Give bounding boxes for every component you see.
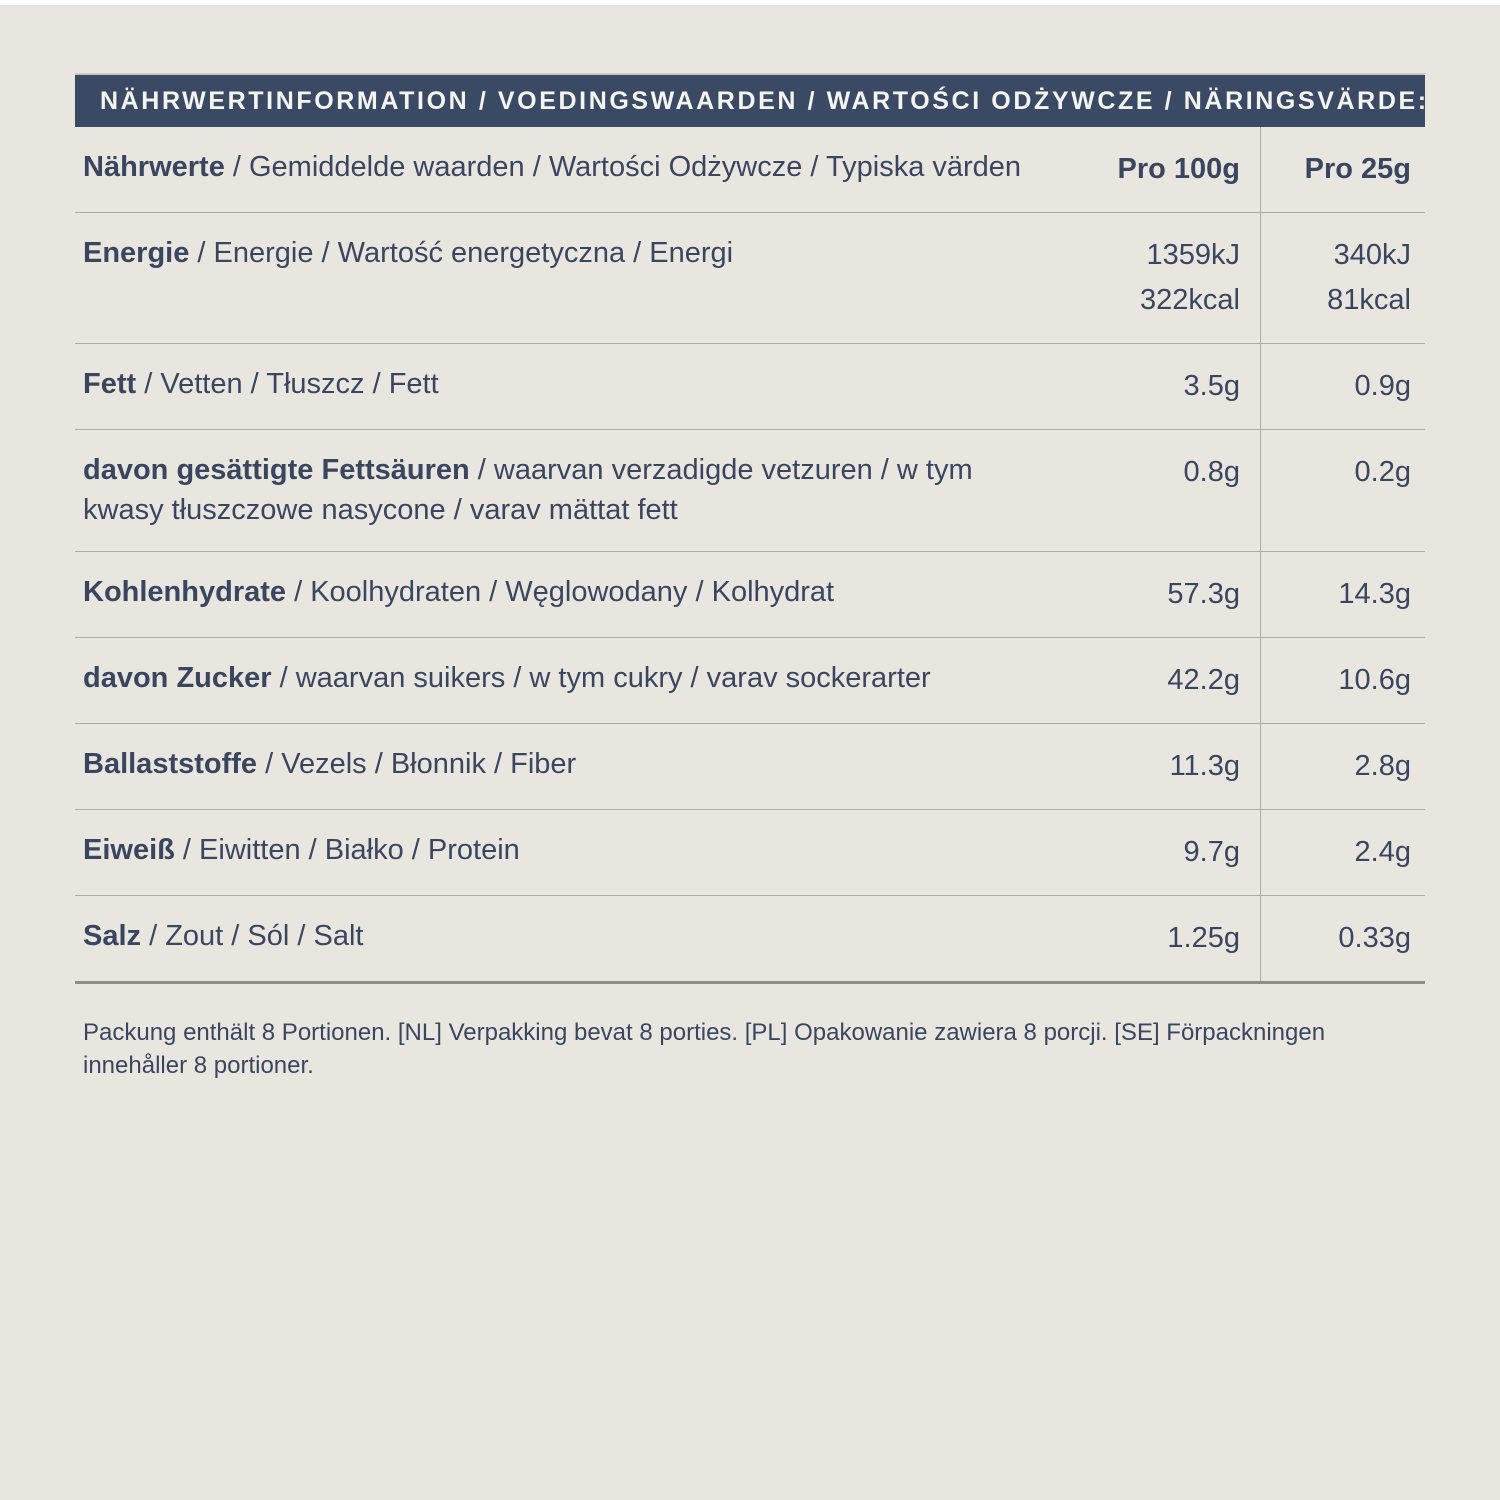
value-per-25g: 10.6g (1260, 637, 1425, 723)
nutrient-row-energie: Energie / Energie / Wartość energetyczna… (75, 212, 1425, 344)
nutrient-label: Kohlenhydrate / Koolhydraten / Węglowoda… (75, 552, 1068, 637)
nutrient-term: Ballaststoffe (83, 747, 258, 780)
value-per-100g: 11.3g (1169, 749, 1240, 782)
nutrient-row-ballaststoffe: Ballaststoffe / Vezels / Błonnik / Fiber… (75, 723, 1425, 810)
value-kcal: 322kcal (1140, 283, 1240, 316)
nutrient-row-zucker: davon Zucker / waarvan suikers / w tym c… (75, 637, 1425, 724)
nutrition-title-bar: NÄHRWERTINFORMATION / VOEDINGSWAARDEN / … (75, 73, 1426, 127)
column-header-per-25g: Pro 25g (1260, 127, 1425, 212)
nutrient-translations: / Eiwitten / Białko / Protein (174, 833, 520, 866)
nutrient-translations: / waarvan verzadigde vetzuren / w tym kw… (83, 453, 973, 527)
nutrient-label: Energie / Energie / Wartość energetyczna… (75, 213, 1068, 343)
nutrient-translations: / Energie / Wartość energetyczna / Energ… (189, 236, 734, 269)
value-per-25g: 14.3g (1260, 551, 1425, 637)
nutrient-translations: / Vezels / Błonnik / Fiber (257, 747, 577, 780)
nutrient-term: Fett (83, 367, 137, 400)
nutrition-table: Nährwerte / Gemiddelde waarden / Wartośc… (75, 127, 1425, 984)
nutrient-row-salz: Salz / Zout / Sól / Salt 1.25g 0.33g (75, 895, 1425, 984)
nutrient-row-kohlenhydrate: Kohlenhydrate / Koolhydraten / Węglowoda… (75, 551, 1425, 638)
nutrient-label: Salz / Zout / Sól / Salt (75, 896, 1068, 981)
nutrient-row-fett: Fett / Vetten / Tłuszcz / Fett 3.5g 0.9g (75, 343, 1425, 430)
nutrient-term: Salz (83, 919, 142, 952)
nutrient-term: Eiweiß (83, 833, 175, 866)
nutrition-panel: NÄHRWERTINFORMATION / VOEDINGSWAARDEN / … (75, 73, 1426, 984)
nutrient-row-eiweiss: Eiweiß / Eiwitten / Białko / Protein 9.7… (75, 809, 1425, 896)
value-per-25g: 0.2g (1260, 429, 1425, 551)
value-per-25g: 0.9g (1260, 343, 1425, 429)
value-per-100g: 3.5g (1183, 369, 1240, 402)
nutrient-label: Nährwerte / Gemiddelde waarden / Wartośc… (75, 127, 1068, 212)
value-per-25g: 340kJ 81kcal (1260, 212, 1425, 343)
nutrient-translations: / Koolhydraten / Węglowodany / Kolhydrat (286, 575, 835, 608)
value-per-100g: 0.8g (1183, 455, 1240, 488)
nutrient-term: Nährwerte (83, 151, 225, 183)
value-per-100g: 9.7g (1183, 835, 1240, 868)
nutrient-term: Energie (83, 236, 190, 269)
nutrient-term: davon gesättigte Fettsäuren (83, 453, 470, 486)
nutrient-row-gesaettigte-fettsaeuren: davon gesättigte Fettsäuren / waarvan ve… (75, 429, 1425, 552)
servings-note: Packung enthält 8 Portionen. [NL] Verpak… (83, 1018, 1326, 1080)
nutrient-label: davon gesättigte Fettsäuren / waarvan ve… (75, 430, 1068, 551)
top-white-strip (0, 0, 1500, 5)
value-per-25g: 0.33g (1260, 895, 1425, 981)
nutrient-translations: / waarvan suikers / w tym cukry / varav … (271, 661, 931, 694)
nutrient-label: Eiweiß / Eiwitten / Białko / Protein (75, 810, 1068, 895)
nutrition-title: NÄHRWERTINFORMATION / VOEDINGSWAARDEN / … (100, 86, 1429, 115)
value-per-100g: 57.3g (1167, 577, 1240, 610)
value-per-25g: 2.4g (1260, 809, 1425, 895)
nutrient-label: Fett / Vetten / Tłuszcz / Fett (75, 344, 1068, 429)
nutrient-label: davon Zucker / waarvan suikers / w tym c… (75, 638, 1068, 723)
value-per-100g: 1.25g (1167, 921, 1240, 954)
nutrient-label: Ballaststoffe / Vezels / Błonnik / Fiber (75, 724, 1068, 809)
value-per-25g: 2.8g (1260, 723, 1425, 809)
nutrient-translations: / Zout / Sól / Salt (141, 919, 364, 952)
value-per-100g: 1359kJ 322kcal (1068, 213, 1260, 343)
value-per-100g: 42.2g (1167, 663, 1240, 696)
value-kj: 1359kJ (1146, 238, 1240, 271)
value-kcal: 81kcal (1327, 283, 1411, 316)
nutrient-term: Kohlenhydrate (83, 575, 287, 608)
nutrient-translations: / Vetten / Tłuszcz / Fett (136, 367, 439, 400)
table-header-row: Nährwerte / Gemiddelde waarden / Wartośc… (75, 127, 1425, 213)
value-kj: 340kJ (1333, 238, 1411, 271)
nutrient-translations: / Gemiddelde waarden / Wartości Odżywcze… (224, 151, 1022, 183)
column-header-per-100g: Pro 100g (1117, 153, 1241, 185)
nutrient-term: davon Zucker (83, 661, 272, 694)
